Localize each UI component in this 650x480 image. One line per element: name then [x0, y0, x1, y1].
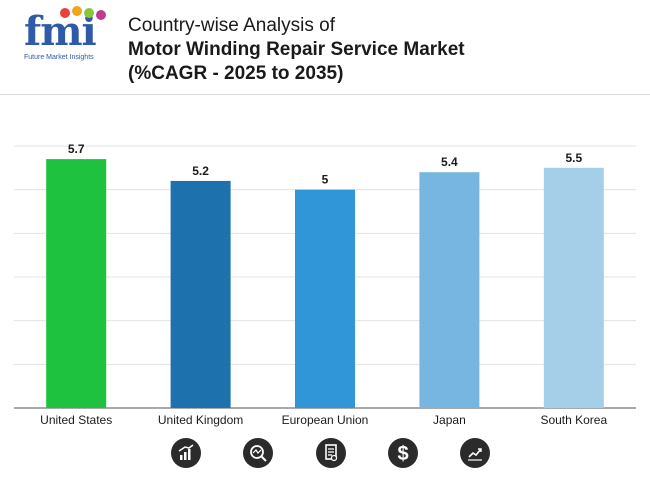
logo-text: fmi: [24, 8, 97, 55]
data-label: 5.7: [68, 142, 85, 156]
data-label: 5.5: [565, 151, 582, 165]
title-line-1: Country-wise Analysis of: [128, 15, 335, 36]
bar: [170, 180, 231, 408]
growth-chart-icon: [171, 438, 201, 468]
data-label: 5.4: [441, 155, 458, 169]
bar-chart: 5.7 United States 5.2 United Kingdom 5 Europe…: [14, 142, 636, 427]
bar: [543, 167, 604, 408]
dollar-icon: $: [388, 438, 418, 468]
line-chart-icon: [460, 438, 490, 468]
icon-row: $: [0, 436, 650, 470]
magnifier-analysis-icon: [243, 438, 273, 468]
x-tick-label: United Kingdom: [158, 413, 243, 427]
x-tick-label: Japan: [433, 413, 466, 427]
document-icon: [316, 438, 346, 468]
header: fmi Future Market Insights Country-wise …: [0, 0, 650, 95]
title-line-2: Motor Winding Repair Service Market: [128, 39, 465, 60]
x-tick-label: South Korea: [540, 413, 607, 427]
bar: [46, 159, 107, 408]
fmi-logo: fmi Future Market Insights: [24, 6, 110, 64]
bar: [295, 189, 355, 408]
x-tick-label: European Union: [282, 413, 369, 427]
x-tick-label: United States: [40, 413, 112, 427]
bar: [419, 172, 480, 408]
title-line-3: (%CAGR - 2025 to 2035): [128, 63, 344, 84]
data-label: 5: [322, 173, 329, 187]
logo-subtitle: Future Market Insights: [24, 54, 94, 61]
chart-title: Country-wise Analysis of Motor Winding R…: [128, 14, 465, 86]
data-label: 5.2: [192, 164, 209, 178]
svg-text:$: $: [397, 443, 408, 465]
